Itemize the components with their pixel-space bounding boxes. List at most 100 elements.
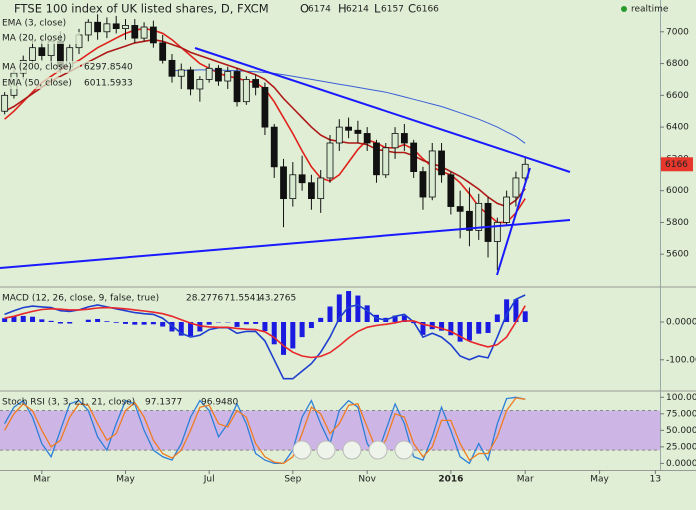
toolbar-button[interactable] xyxy=(292,440,312,460)
histogram-bar xyxy=(308,322,314,329)
legend-name: EMA (50, close) xyxy=(2,79,72,89)
candle-body xyxy=(112,23,120,30)
chart-title: FTSE 100 index of UK listed shares, D, F… xyxy=(14,2,269,16)
trend-line[interactable] xyxy=(0,219,571,269)
candle-body xyxy=(456,206,464,212)
candle-body xyxy=(280,166,287,200)
candle-body xyxy=(1,94,9,112)
legend-bg xyxy=(0,77,80,89)
candle-body xyxy=(400,133,408,144)
candle-body xyxy=(159,42,167,61)
histogram-bar xyxy=(113,322,119,323)
candle-body xyxy=(363,133,371,144)
x-tick-label: Mar xyxy=(33,475,50,485)
histogram-bar xyxy=(299,322,305,338)
ohlc-label: C xyxy=(408,2,416,16)
candle-body xyxy=(261,86,269,128)
candle-body xyxy=(354,129,362,134)
toolbar-button[interactable] xyxy=(394,440,414,460)
histogram-bar xyxy=(420,322,426,335)
legend-value: 28.2776 xyxy=(186,294,223,304)
ohlc-value: 6214 xyxy=(346,5,369,15)
candle-body xyxy=(484,202,492,242)
histogram-bar xyxy=(513,299,519,322)
x-tick-label: 13 xyxy=(650,475,661,485)
candle-body xyxy=(205,67,213,80)
candle-body xyxy=(224,71,232,82)
x-tick-label: May xyxy=(116,475,135,485)
legend-value: 71.5541 xyxy=(224,294,261,304)
candle-body xyxy=(270,126,278,168)
x-tick-label: 2016 xyxy=(438,475,463,485)
x-tick-label: May xyxy=(590,475,609,485)
ohlc-value: 6174 xyxy=(308,5,331,15)
candle-body xyxy=(122,25,129,29)
histogram-bar xyxy=(20,315,26,322)
toolbar xyxy=(292,440,414,460)
histogram-bar xyxy=(30,316,36,322)
candle-body xyxy=(493,222,501,242)
candle-body xyxy=(38,47,46,57)
toolbar-button[interactable] xyxy=(368,440,388,460)
histogram-bar xyxy=(197,322,203,332)
indicator-line xyxy=(4,294,526,380)
candle-body xyxy=(177,69,185,77)
histogram-bar xyxy=(504,299,510,322)
price-tag-label: 6166 xyxy=(665,160,688,170)
plot-area xyxy=(0,14,664,474)
histogram-bar xyxy=(327,306,333,322)
histogram-bar xyxy=(271,322,277,345)
candle-body xyxy=(382,147,390,176)
candle-body xyxy=(140,26,148,39)
status-dot xyxy=(621,6,627,12)
histogram-bar xyxy=(466,322,472,341)
pane-title: MACD (12, 26, close, 9, false, true) xyxy=(2,294,159,304)
candle-body xyxy=(438,150,445,176)
candle-body xyxy=(335,126,343,144)
histogram-bar xyxy=(48,320,54,322)
y-tick-label: 25.0000 xyxy=(666,442,696,452)
x-tick-label: Sep xyxy=(284,475,301,485)
candle-body xyxy=(131,25,139,39)
toolbar-button[interactable] xyxy=(342,440,362,460)
x-tick-label: Jul xyxy=(203,475,215,485)
y-tick-label: 5800 xyxy=(666,218,689,228)
histogram-bar xyxy=(457,322,463,342)
histogram-bar xyxy=(494,314,500,322)
legend-bg xyxy=(82,61,134,73)
toolbar-button[interactable] xyxy=(316,440,336,460)
trend-line[interactable] xyxy=(496,167,531,276)
candle-body xyxy=(317,177,325,200)
candle-body xyxy=(391,133,399,149)
histogram-bar xyxy=(485,322,491,333)
ohlc-label: H xyxy=(338,2,347,16)
x-tick-label: Nov xyxy=(358,475,376,485)
histogram-bar xyxy=(355,295,361,322)
histogram-bar xyxy=(104,321,110,322)
candle-body xyxy=(168,59,176,77)
histogram-bar xyxy=(67,322,73,324)
candle-body xyxy=(289,174,297,200)
candle-body xyxy=(447,174,455,207)
trend-line[interactable] xyxy=(194,47,571,173)
candle-body xyxy=(503,196,511,223)
legend-name: MA (20, close) xyxy=(2,34,66,44)
histogram-bar xyxy=(160,322,166,327)
candle-body xyxy=(410,142,418,173)
ohlc-value: 6157 xyxy=(381,5,404,15)
candle-body xyxy=(149,26,157,44)
y-tick-label: 7000 xyxy=(666,27,689,37)
histogram-bar xyxy=(132,322,138,325)
histogram-bar xyxy=(206,322,212,325)
y-tick-label: 6400 xyxy=(666,123,689,133)
histogram-bar xyxy=(281,322,287,355)
histogram-bar xyxy=(448,322,454,336)
legend-bg xyxy=(82,77,134,89)
legend-value: 6011.5933 xyxy=(84,79,133,89)
candle-body xyxy=(233,71,241,103)
legend-value: 6297.8540 xyxy=(84,63,133,73)
histogram-bar xyxy=(253,322,259,324)
y-tick-label: 0.0000 xyxy=(666,318,696,328)
histogram-bar xyxy=(57,322,63,324)
